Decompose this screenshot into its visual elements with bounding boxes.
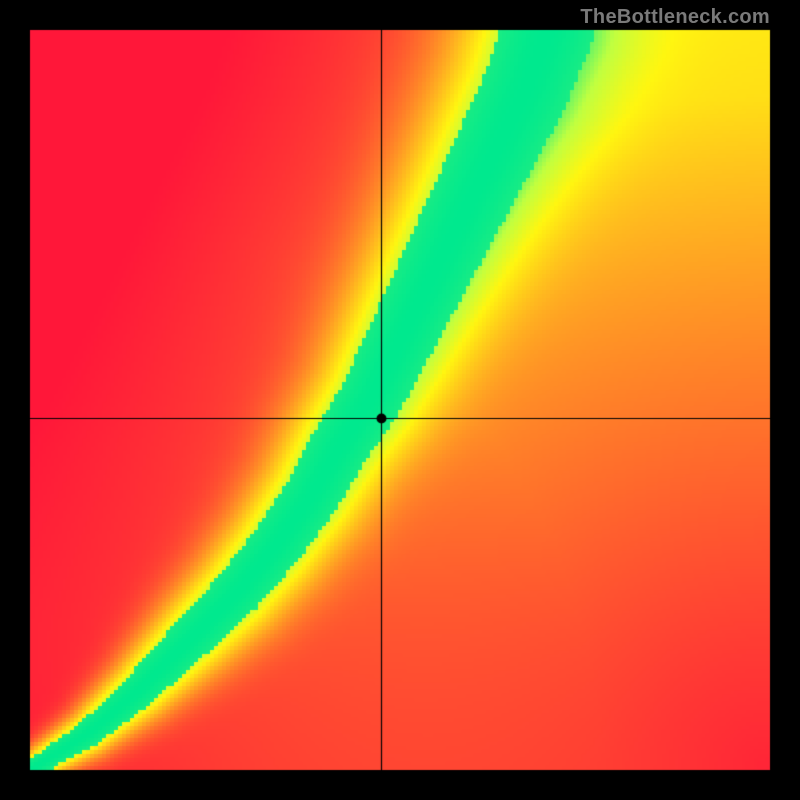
- chart-container: TheBottleneck.com: [0, 0, 800, 800]
- heatmap-canvas: [0, 0, 800, 800]
- watermark-text: TheBottleneck.com: [580, 6, 770, 29]
